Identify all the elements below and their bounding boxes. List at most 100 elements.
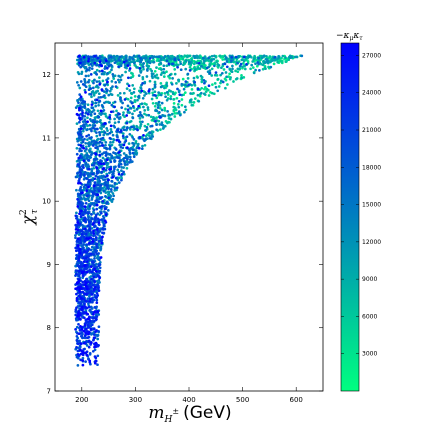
scatter-point	[98, 153, 101, 157]
scatter-point	[146, 67, 149, 71]
scatter-point	[142, 62, 146, 65]
scatter-point	[287, 58, 291, 62]
scatter-point	[157, 119, 161, 123]
scatter-point	[141, 144, 144, 148]
scatter-point	[100, 218, 104, 221]
scatter-point	[94, 152, 98, 156]
scatter-point	[79, 154, 82, 158]
scatter-point	[107, 191, 111, 195]
scatter-point	[75, 152, 79, 156]
scatter-point	[269, 60, 272, 64]
scatter-point	[203, 66, 207, 69]
scatter-point	[199, 60, 203, 63]
scatter-point	[119, 145, 123, 149]
scatter-point	[84, 321, 88, 324]
y-tick-label: 11	[42, 134, 51, 142]
scatter-point	[89, 156, 93, 159]
scatter-point	[146, 122, 150, 126]
scatter-point	[202, 61, 206, 65]
scatter-point	[169, 117, 173, 121]
scatter-point	[91, 239, 95, 243]
scatter-point	[173, 112, 177, 115]
x-tick-label: 500	[236, 396, 249, 404]
scatter-point	[84, 281, 88, 285]
scatter-point	[223, 62, 227, 66]
scatter-point	[251, 60, 255, 63]
scatter-point	[110, 190, 113, 193]
scatter-point	[84, 351, 88, 355]
scatter-point	[131, 105, 135, 108]
scatter-point	[78, 294, 81, 298]
scatter-point	[75, 339, 79, 342]
scatter-point	[205, 87, 209, 91]
scatter-point	[164, 95, 167, 99]
scatter-point	[193, 68, 197, 71]
scatter-point	[131, 72, 134, 76]
scatter-point	[113, 100, 117, 104]
scatter-point	[152, 55, 156, 58]
scatter-point	[80, 156, 84, 159]
scatter-point	[95, 84, 99, 88]
scatter-point	[101, 79, 105, 83]
scatter-point	[165, 91, 169, 94]
scatter-point	[82, 311, 85, 315]
scatter-point	[95, 203, 99, 207]
scatter-point	[108, 101, 112, 105]
scatter-point	[80, 253, 84, 257]
scatter-point	[171, 62, 174, 66]
scatter-point	[115, 186, 119, 190]
scatter-point	[80, 223, 84, 227]
scatter-point	[103, 101, 106, 105]
scatter-point	[221, 62, 225, 66]
scatter-point	[96, 294, 100, 297]
scatter-point	[103, 181, 107, 184]
scatter-point	[204, 85, 207, 89]
scatter-point	[90, 129, 93, 133]
scatter-point	[221, 58, 225, 61]
scatter-point	[81, 213, 85, 217]
scatter-point	[166, 121, 169, 125]
scatter-point	[158, 123, 162, 126]
scatter-point	[112, 77, 116, 80]
scatter-point	[158, 106, 162, 110]
scatter-point	[116, 168, 120, 172]
scatter-point	[98, 266, 102, 270]
scatter-point	[126, 76, 130, 80]
scatter-point	[176, 54, 180, 58]
scatter-point	[102, 108, 106, 112]
scatter-point	[145, 113, 148, 117]
scatter-point	[188, 69, 192, 72]
scatter-point	[76, 98, 79, 102]
scatter-point	[76, 197, 79, 201]
scatter-point	[93, 267, 97, 271]
scatter-point	[139, 71, 143, 74]
scatter-point	[77, 200, 81, 204]
scatter-point	[94, 356, 98, 360]
scatter-point	[103, 131, 107, 134]
scatter-point	[100, 64, 104, 68]
scatter-point	[104, 213, 108, 217]
scatter-point	[159, 73, 163, 76]
scatter-point	[74, 175, 78, 179]
scatter-point	[85, 270, 89, 274]
scatter-point	[83, 118, 87, 121]
scatter-point	[181, 57, 185, 61]
scatter-point	[88, 297, 92, 301]
scatter-point	[79, 61, 82, 65]
scatter-point	[132, 91, 136, 94]
scatter-point	[79, 80, 83, 83]
scatter-point	[111, 173, 114, 177]
scatter-point	[212, 57, 216, 61]
scatter-point	[99, 205, 102, 209]
scatter-point	[117, 58, 121, 62]
scatter-point	[163, 55, 167, 58]
scatter-point	[160, 121, 164, 124]
y-tick-label: 7	[47, 388, 51, 396]
scatter-point	[98, 218, 101, 222]
scatter-point	[177, 105, 181, 109]
scatter-point	[87, 59, 90, 63]
x-tick-label: 200	[75, 396, 88, 404]
scatter-point	[119, 162, 123, 166]
scatter-point	[99, 126, 102, 130]
scatter-point	[95, 256, 99, 260]
